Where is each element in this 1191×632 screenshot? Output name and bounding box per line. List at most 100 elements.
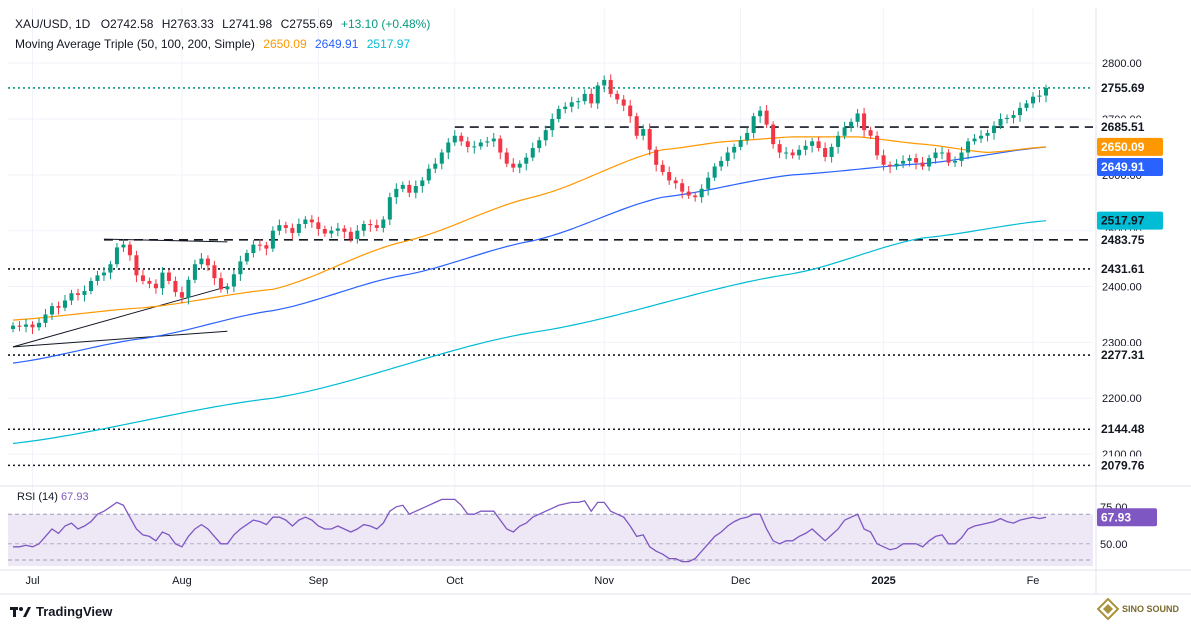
- candle: [972, 134, 977, 145]
- candle: [920, 156, 925, 170]
- candle: [875, 131, 880, 160]
- time-tick-label: 2025: [871, 575, 895, 587]
- candle-body: [862, 113, 867, 131]
- candle-body: [654, 149, 659, 165]
- candle: [582, 89, 587, 105]
- candle-body: [290, 227, 295, 233]
- candle: [173, 276, 178, 297]
- candle: [257, 239, 262, 251]
- time-axis[interactable]: Jul Aug Sep Oct Nov Dec 2025 Fe: [25, 575, 1039, 587]
- candle: [1011, 110, 1016, 124]
- candle-body: [387, 197, 392, 220]
- candle: [1030, 92, 1036, 108]
- candle-body: [88, 280, 93, 292]
- candle-body: [472, 146, 477, 148]
- candle: [231, 269, 236, 293]
- candle-body: [810, 141, 815, 146]
- candle: [816, 136, 821, 152]
- price-badge-2685.51: [1097, 118, 1163, 137]
- candle: [771, 121, 776, 149]
- candle: [680, 178, 685, 199]
- symbol-label[interactable]: XAU/USD, 1D: [15, 17, 91, 31]
- tradingview-footer[interactable]: TradingView: [10, 604, 112, 619]
- candle-body: [316, 222, 321, 230]
- candle: [654, 146, 659, 172]
- candle: [127, 241, 132, 261]
- candle-body: [628, 105, 633, 117]
- candle: [634, 112, 639, 140]
- candle-body: [933, 152, 938, 159]
- candle: [966, 138, 971, 160]
- candle-body: [992, 125, 997, 133]
- candle: [433, 158, 438, 174]
- candle: [485, 136, 490, 147]
- candle: [602, 75, 607, 93]
- price-tick-label: 2400.00: [1102, 282, 1142, 294]
- candle: [192, 259, 197, 284]
- candle-body: [849, 121, 854, 128]
- price-badge-2650.09: [1097, 137, 1163, 156]
- price-axis[interactable]: 50.0075.0067.932100.002200.002300.002400…: [1097, 58, 1163, 551]
- candle-body: [797, 149, 802, 156]
- time-tick-label: Jul: [25, 575, 39, 587]
- candle-body: [82, 291, 87, 295]
- candle: [712, 163, 717, 181]
- candle: [75, 288, 80, 301]
- candle: [23, 318, 29, 333]
- candle-body: [43, 314, 48, 323]
- time-tick-label: Dec: [731, 575, 751, 587]
- candle-body: [36, 322, 42, 328]
- candle: [43, 308, 48, 328]
- rsi-tick-label: 50.00: [1100, 539, 1128, 551]
- candle-body: [946, 152, 951, 163]
- candle-body: [660, 164, 665, 173]
- candle-body: [816, 141, 821, 149]
- candle: [556, 105, 561, 123]
- candle: [1037, 89, 1042, 103]
- candle: [465, 136, 470, 153]
- candle-body: [699, 188, 704, 198]
- candle: [36, 318, 42, 331]
- indicator-header: Moving Average Triple (50, 100, 200, Sim…: [15, 37, 415, 51]
- candle: [777, 139, 782, 159]
- candle-body: [225, 286, 230, 290]
- indicator-name[interactable]: Moving Average Triple (50, 100, 200, Sim…: [15, 37, 255, 51]
- candle: [621, 95, 626, 112]
- time-tick-label: Oct: [446, 575, 463, 587]
- rsi-panel: [8, 498, 1093, 566]
- candle: [439, 149, 444, 170]
- price-badge-2649.91: [1097, 157, 1163, 176]
- candle: [901, 155, 906, 169]
- candle: [95, 270, 100, 286]
- candle-body: [901, 160, 906, 164]
- sino-sound-logo-icon: [1096, 598, 1119, 620]
- candle-body: [147, 280, 152, 284]
- candle-body: [459, 135, 464, 142]
- candle-body: [511, 163, 516, 168]
- candle-body: [589, 93, 594, 104]
- candle-body: [875, 135, 880, 156]
- ma200-line: [12, 220, 1047, 445]
- candle: [693, 192, 698, 202]
- candle-body: [400, 184, 405, 189]
- candle-body: [602, 79, 607, 86]
- candle: [10, 322, 16, 333]
- candle-body: [803, 145, 808, 150]
- candle: [992, 121, 997, 140]
- candle: [459, 132, 464, 146]
- price-badge-2483.75: [1097, 230, 1163, 249]
- candle-body: [439, 152, 444, 164]
- candle-body: [1037, 95, 1042, 97]
- candle: [225, 283, 230, 294]
- candle-body: [842, 127, 847, 136]
- candle: [1005, 114, 1010, 124]
- candle: [309, 215, 314, 228]
- candle-body: [394, 188, 399, 198]
- candle-body: [309, 219, 314, 223]
- price-badge-label: 2483.75: [1101, 233, 1145, 247]
- rsi-name[interactable]: RSI (14): [17, 491, 58, 503]
- candle-body: [173, 280, 178, 293]
- candle-body: [368, 224, 373, 226]
- candle-body: [556, 108, 561, 120]
